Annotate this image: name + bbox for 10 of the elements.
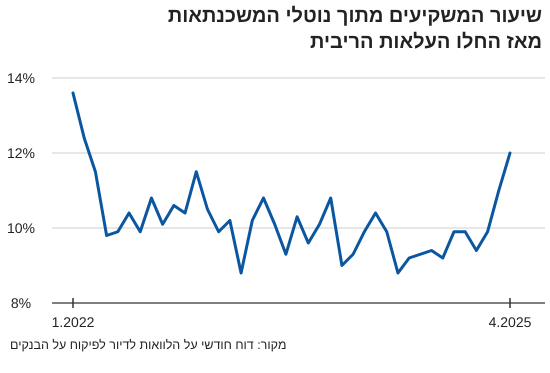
y-tick-label: 10% xyxy=(6,220,36,236)
chart-subtitle: מאז החלו העלאות הריבית xyxy=(310,30,542,54)
line-series xyxy=(72,92,512,274)
y-tick-label: 12% xyxy=(6,145,36,161)
chart-title: שיעור המשקיעים מתוך נוטלי המשכנתאות xyxy=(168,4,542,28)
x-tick-label: 4.2025 xyxy=(488,314,532,330)
y-tick-label: 8% xyxy=(10,295,32,311)
x-tick-label: 1.2022 xyxy=(52,314,95,330)
y-tick-label: 14% xyxy=(6,70,36,86)
text: מקור: דוח חודשי על הלוואות לדיור לפיקוח על הבנקים xyxy=(10,338,286,352)
